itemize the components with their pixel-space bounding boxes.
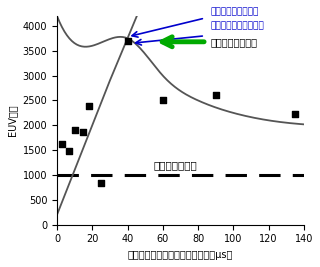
Y-axis label: EUV強度: EUV強度 — [7, 105, 17, 136]
Point — [81, 130, 86, 134]
Point — [60, 142, 65, 146]
Point — [213, 92, 218, 97]
Text: 锡微粒子クラスター: 锡微粒子クラスター — [210, 7, 259, 16]
Point — [72, 128, 77, 132]
Point — [125, 39, 130, 43]
Point — [99, 181, 104, 185]
Text: 锡板の４倍の強度: 锡板の４倍の強度 — [211, 37, 257, 47]
Text: ターゲットの理論曲線: ターゲットの理論曲線 — [210, 22, 264, 30]
Point — [160, 98, 165, 103]
Point — [67, 149, 72, 153]
Point — [292, 112, 298, 116]
X-axis label: 衝撃後のレーザー照射遅延時間（μs）: 衝撃後のレーザー照射遅延時間（μs） — [128, 250, 233, 260]
Point — [86, 104, 91, 109]
Text: 锡板ターゲット: 锡板ターゲット — [154, 160, 198, 170]
